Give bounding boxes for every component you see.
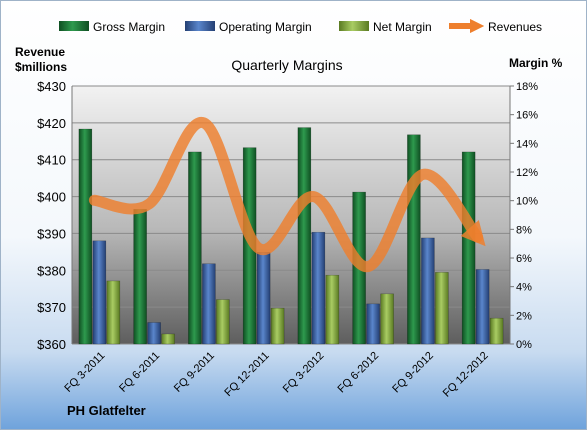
bar-operating-margin-0 — [92, 240, 107, 345]
right-tick-label-4: 8% — [516, 224, 532, 236]
bar-gross-margin-0 — [78, 128, 93, 345]
revenue-point-0 — [94, 200, 95, 201]
right-tick-label-1: 2% — [516, 310, 532, 322]
left-axis-ticks: $360 $370 $380 $390 $400 $410 $420 $430 — [37, 79, 66, 352]
revenue-point-4 — [313, 196, 314, 197]
bar-net-margin-5 — [380, 293, 394, 345]
revenue-point-2 — [203, 122, 204, 123]
revenue-point-6 — [422, 174, 423, 175]
bar-net-margin-0 — [106, 280, 121, 345]
left-tick-label-3: $390 — [37, 226, 66, 241]
revenue-point-7 — [477, 237, 478, 238]
revenue-line-path — [88, 117, 486, 273]
category-label-7: FQ 12-2012 — [441, 350, 491, 400]
right-tick-label-8: 16% — [516, 110, 538, 122]
legend-label-operating-margin: Operating Margin — [219, 20, 312, 34]
bar-operating-margin-4 — [311, 231, 326, 345]
bar-gross-margin-6 — [407, 134, 421, 345]
bar-net-margin-6 — [435, 272, 449, 345]
left-axis-label-line2: $millions — [15, 60, 67, 74]
revenue-point-1 — [149, 203, 150, 204]
legend-swatch-net-margin — [339, 21, 369, 31]
bar-net-margin-7 — [489, 317, 504, 345]
right-tick-label-5: 10% — [516, 196, 538, 208]
revenue-point-5 — [368, 266, 369, 267]
left-tick-label-4: $400 — [37, 190, 66, 205]
right-axis-label: Margin % — [509, 56, 563, 70]
bar-operating-margin-3 — [256, 252, 271, 345]
category-label-5: FQ 6-2012 — [336, 350, 382, 396]
left-tick-label-7: $430 — [37, 79, 66, 94]
bar-operating-margin-7 — [475, 269, 490, 345]
bar-gross-margin-4 — [297, 127, 312, 345]
left-tick-label-2: $380 — [37, 263, 66, 278]
legend-label-revenues: Revenues — [488, 20, 542, 34]
right-tick-label-3: 6% — [516, 253, 532, 265]
left-tick-label-5: $410 — [37, 153, 66, 168]
chart-title: Quarterly Margins — [231, 57, 342, 73]
bar-operating-margin-6 — [421, 237, 435, 345]
bar-net-margin-1 — [161, 333, 175, 345]
bar-operating-margin-5 — [366, 303, 380, 345]
legend-swatch-operating-margin — [185, 21, 215, 31]
bar-net-margin-3 — [270, 307, 285, 345]
category-label-1: FQ 6-2011 — [117, 350, 162, 395]
bar-gross-margin-2 — [188, 151, 202, 345]
revenue-line — [88, 117, 486, 273]
legend: Gross Margin Operating Margin Net Margin… — [59, 18, 542, 34]
bar-net-margin-4 — [325, 274, 340, 345]
right-tick-label-0: 0% — [516, 339, 532, 351]
left-tick-label-0: $360 — [37, 337, 66, 352]
revenue-point-3 — [258, 248, 259, 249]
category-labels: FQ 3-2011 FQ 6-2011 FQ 9-2011 FQ 12-2011 FQ … — [62, 350, 490, 400]
category-label-4: FQ 3-2012 — [281, 350, 327, 396]
company-name: PH Glatfelter — [67, 403, 146, 418]
right-tick-label-6: 12% — [516, 167, 538, 179]
bar-gross-margin-1 — [133, 209, 147, 345]
bar-operating-margin-2 — [202, 263, 216, 345]
category-label-2: FQ 9-2011 — [172, 350, 217, 395]
left-tick-label-6: $420 — [37, 116, 66, 131]
right-tick-label-2: 4% — [516, 282, 532, 294]
category-label-0: FQ 3-2011 — [62, 350, 107, 395]
bar-net-margin-2 — [216, 299, 230, 345]
legend-label-net-margin: Net Margin — [373, 20, 432, 34]
left-tick-label-1: $370 — [37, 300, 66, 315]
legend-swatch-gross-margin — [59, 21, 89, 31]
category-label-6: FQ 9-2012 — [390, 350, 436, 396]
left-axis-label-line1: Revenue — [15, 45, 65, 59]
category-label-3: FQ 12-2011 — [222, 350, 271, 399]
right-tick-label-9: 18% — [516, 81, 538, 93]
right-tick-label-7: 14% — [516, 138, 538, 150]
bar-operating-margin-1 — [147, 322, 161, 345]
right-axis-ticks: 0% 2% 4% 6% 8% 10% 12% 14% 16% 18% — [510, 81, 538, 351]
bar-gross-margin-7 — [461, 151, 476, 345]
legend-label-gross-margin: Gross Margin — [93, 20, 165, 34]
